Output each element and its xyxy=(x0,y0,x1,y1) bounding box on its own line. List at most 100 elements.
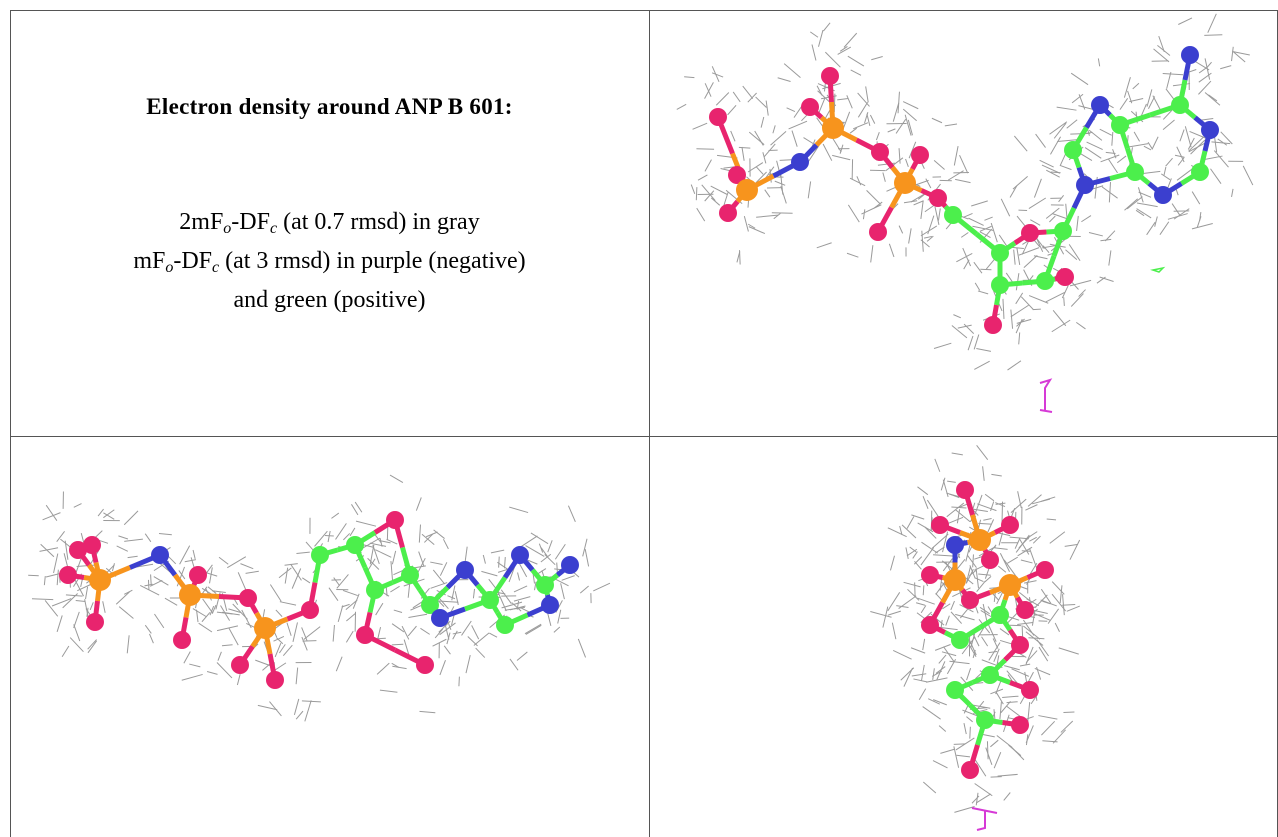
density-mesh xyxy=(1018,538,1030,555)
density-mesh xyxy=(282,644,293,657)
density-mesh xyxy=(743,215,749,232)
density-mesh xyxy=(481,570,498,577)
density-mesh xyxy=(992,638,999,649)
density-mesh xyxy=(832,154,851,161)
density-mesh xyxy=(934,458,941,472)
density-mesh xyxy=(1135,209,1145,217)
atom xyxy=(736,179,758,201)
density-mesh xyxy=(56,531,65,542)
atom xyxy=(1054,222,1072,240)
density-mesh xyxy=(993,709,996,721)
density-mesh xyxy=(379,538,383,547)
density-mesh xyxy=(1050,136,1061,155)
density-mesh xyxy=(218,556,229,565)
density-mesh xyxy=(1062,594,1065,616)
density-mesh xyxy=(423,533,434,543)
density-mesh xyxy=(73,611,80,629)
density-mesh xyxy=(783,63,801,79)
density-mesh xyxy=(534,581,537,591)
density-mesh xyxy=(332,624,335,642)
atom xyxy=(961,761,979,779)
density-mesh xyxy=(947,170,964,181)
atom xyxy=(871,143,889,161)
density-mesh xyxy=(908,141,917,159)
density-mesh xyxy=(864,112,869,124)
atom xyxy=(976,711,994,729)
density-mesh xyxy=(221,611,240,616)
density-mesh xyxy=(865,86,869,103)
density-mesh xyxy=(933,699,947,706)
density-mesh xyxy=(955,509,971,523)
density-mesh xyxy=(1069,539,1081,560)
density-mesh xyxy=(963,323,975,335)
density-mesh xyxy=(1059,585,1063,604)
density-mesh xyxy=(257,704,278,711)
density-mesh xyxy=(972,632,980,647)
density-mesh xyxy=(1133,131,1141,142)
density-mesh xyxy=(1000,700,1011,714)
density-mesh xyxy=(925,178,932,189)
density-mesh xyxy=(942,558,953,572)
atom xyxy=(1036,561,1054,579)
density-mesh xyxy=(956,754,971,758)
density-mesh xyxy=(1000,198,1011,217)
density-mesh xyxy=(943,646,955,663)
density-mesh xyxy=(209,605,215,616)
density-mesh xyxy=(85,586,89,600)
density-mesh xyxy=(946,516,964,525)
caption-line: 2mFo-DFc (at 0.7 rmsd) in gray xyxy=(10,203,649,242)
density-mesh xyxy=(1006,701,1018,704)
density-mesh xyxy=(1124,198,1139,211)
density-mesh xyxy=(139,584,160,596)
density-mesh xyxy=(823,22,831,32)
atom xyxy=(561,556,579,574)
density-mesh xyxy=(43,576,46,586)
density-mesh xyxy=(179,545,191,565)
density-mesh xyxy=(704,159,712,172)
density-mesh xyxy=(742,85,754,99)
density-mesh xyxy=(945,561,952,572)
density-mesh xyxy=(149,633,154,644)
atom xyxy=(981,551,999,569)
density-mesh xyxy=(910,647,926,654)
density-mesh xyxy=(579,585,589,594)
density-mesh xyxy=(255,659,270,666)
density-mesh xyxy=(991,592,1000,601)
density-mesh xyxy=(269,584,282,602)
density-mesh xyxy=(991,473,1002,477)
density-mesh xyxy=(738,146,751,149)
density-mesh xyxy=(773,213,781,220)
density-mesh xyxy=(1060,720,1074,733)
density-mesh xyxy=(1198,80,1212,95)
density-mesh xyxy=(896,605,909,608)
density-mesh xyxy=(908,228,912,244)
density-mesh xyxy=(432,638,447,647)
density-mesh xyxy=(39,547,59,552)
density-mesh xyxy=(922,495,929,509)
density-mesh xyxy=(335,656,343,672)
density-mesh xyxy=(892,102,900,122)
density-mesh xyxy=(704,82,714,99)
density-mesh xyxy=(1038,715,1058,720)
density-mesh xyxy=(857,92,870,107)
density-mesh xyxy=(921,230,924,252)
atom xyxy=(929,189,947,207)
density-mesh xyxy=(953,146,959,166)
density-mesh xyxy=(416,557,426,575)
density-mesh xyxy=(407,583,411,598)
density-mesh xyxy=(917,486,929,496)
atom xyxy=(179,584,201,606)
density-mesh xyxy=(389,474,404,483)
density-mesh xyxy=(1066,119,1078,129)
density-mesh xyxy=(755,96,767,108)
density-mesh xyxy=(196,609,199,623)
density-mesh xyxy=(1029,548,1038,569)
density-mesh xyxy=(1010,498,1027,514)
density-mesh xyxy=(704,190,715,202)
density-mesh xyxy=(73,503,82,508)
density-mesh xyxy=(918,688,927,701)
density-mesh xyxy=(791,130,798,147)
density-mesh xyxy=(710,185,728,196)
density-mesh xyxy=(1025,734,1029,746)
density-mesh xyxy=(701,184,716,202)
